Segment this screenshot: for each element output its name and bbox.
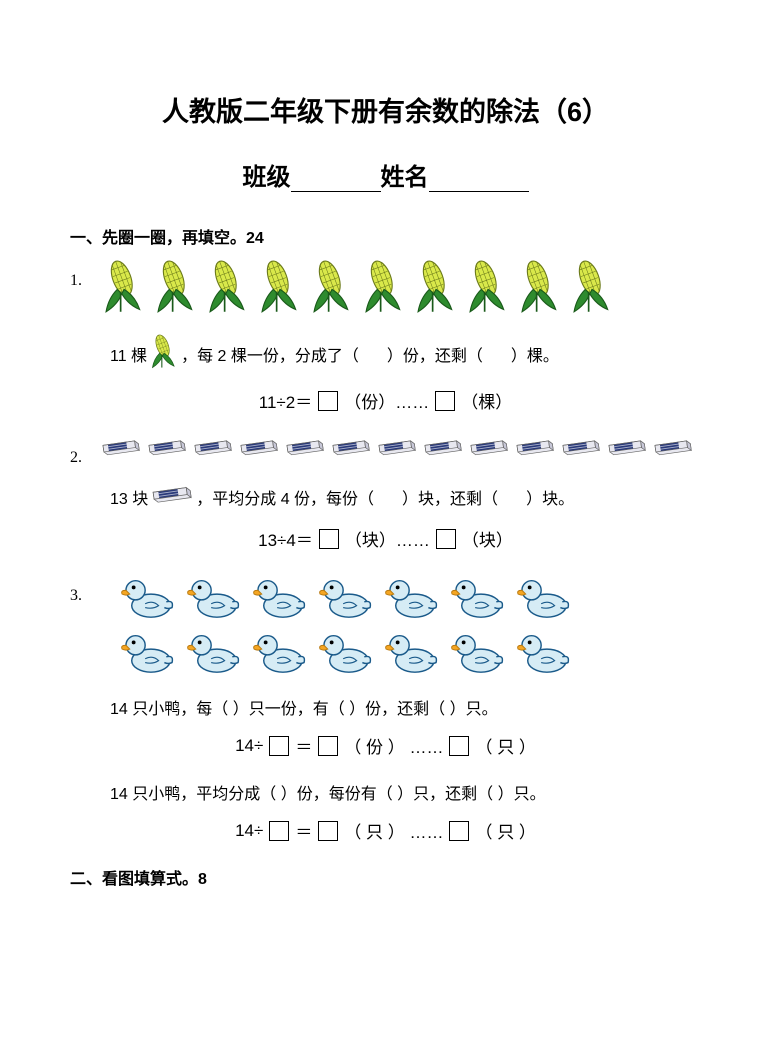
duck-icon <box>450 573 508 626</box>
duck-icon <box>318 573 376 626</box>
q3-eq1-a: 14÷ <box>235 736 263 756</box>
q3-eq2-c: （ 只 ） …… <box>344 818 443 843</box>
corn-icon <box>308 258 356 319</box>
q2-equation: 13÷4＝ （块）…… （块） <box>70 526 701 551</box>
q1-corn-row <box>100 258 616 319</box>
corn-icon <box>464 258 512 319</box>
q3-eq1-d: （ 只 ） <box>475 733 535 758</box>
corn-icon <box>412 258 460 319</box>
q1-eq-a: 11÷2＝ <box>259 388 312 413</box>
eraser-icon <box>606 435 648 464</box>
duck-icon <box>516 573 574 626</box>
eraser-icon <box>150 481 194 512</box>
q3-eq1-b: ＝ <box>295 733 312 758</box>
q1-text-d: ）棵。 <box>511 342 559 366</box>
q1-text-c: ）份，还剩（ <box>387 342 483 366</box>
q3-eq2-d: （ 只 ） <box>475 818 535 843</box>
eraser-icon <box>652 435 694 464</box>
corn-icon <box>149 333 179 374</box>
q2-eq-b: （块）…… <box>345 526 430 551</box>
class-name-line: 班级 姓名 <box>70 157 701 192</box>
duck-row-2 <box>120 628 574 681</box>
q2-eq-a: 13÷4＝ <box>258 526 313 551</box>
duck-icon <box>120 573 178 626</box>
label-class: 班级 <box>243 164 291 191</box>
duck-icon <box>384 628 442 681</box>
eraser-icon <box>468 435 510 464</box>
answer-box[interactable] <box>318 821 338 841</box>
corn-icon <box>152 258 200 319</box>
eraser-icon <box>238 435 280 464</box>
q2-text-a: 13 块 <box>110 485 148 509</box>
label-name: 姓名 <box>381 164 429 191</box>
duck-icon <box>186 628 244 681</box>
duck-icon <box>120 628 178 681</box>
q3-equation-2: 14÷ ＝ （ 只 ） …… （ 只 ） <box>70 818 701 843</box>
q2-eq-c: （块） <box>462 526 513 551</box>
q3-eq2-a: 14÷ <box>235 821 263 841</box>
answer-box[interactable] <box>269 821 289 841</box>
q2-text-b: ，平均分成 4 份，每份（ <box>196 485 374 509</box>
q1-eq-c: （棵） <box>461 388 512 413</box>
q3-eq2-b: ＝ <box>295 818 312 843</box>
section-1-heading: 一、先圈一圈，再填空。24 <box>70 224 701 248</box>
q3-text-2: 14 只小鸭，平均分成（ ）份，每份有（ ）只，还剩（ ）只。 <box>110 780 701 804</box>
duck-icon <box>450 628 508 681</box>
answer-box[interactable] <box>318 391 338 411</box>
corn-icon <box>256 258 304 319</box>
eraser-icon <box>192 435 234 464</box>
q2-text-d: ）块。 <box>526 485 574 509</box>
answer-box[interactable] <box>269 736 289 756</box>
q1-equation: 11÷2＝ （份）…… （棵） <box>70 388 701 413</box>
q1-text-a: 11 棵 <box>110 342 147 366</box>
q1-eq-b: （份）…… <box>344 388 429 413</box>
eraser-icon <box>514 435 556 464</box>
eraser-icon <box>376 435 418 464</box>
eraser-icon <box>284 435 326 464</box>
q1-text-b: ，每 2 棵一份，分成了（ <box>181 342 359 366</box>
duck-icon <box>186 573 244 626</box>
corn-icon <box>516 258 564 319</box>
answer-box[interactable] <box>449 736 469 756</box>
question-1: 1. <box>70 258 701 319</box>
corn-icon <box>360 258 408 319</box>
answer-box[interactable] <box>436 529 456 549</box>
corn-icon <box>568 258 616 319</box>
q1-text: 11 棵 ，每 2 棵一份，分成了（ ）份，还剩（ ）棵。 <box>110 333 701 374</box>
eraser-icon <box>146 435 188 464</box>
duck-icon <box>252 573 310 626</box>
q3-equation-1: 14÷ ＝ （ 份 ） …… （ 只 ） <box>70 733 701 758</box>
q3-duck-grid <box>100 573 574 681</box>
q1-number: 1. <box>70 258 100 290</box>
duck-icon <box>516 628 574 681</box>
answer-box[interactable] <box>319 529 339 549</box>
eraser-icon <box>422 435 464 464</box>
section-2-heading: 二、看图填算式。8 <box>70 865 701 889</box>
q2-eraser-row <box>100 435 694 464</box>
answer-box[interactable] <box>435 391 455 411</box>
q3-eq1-c: （ 份 ） …… <box>344 733 443 758</box>
name-blank[interactable] <box>429 163 529 192</box>
duck-icon <box>384 573 442 626</box>
duck-row-1 <box>120 573 574 626</box>
corn-icon <box>100 258 148 319</box>
q3-text-1: 14 只小鸭，每（ ）只一份，有（ ）份，还剩（ ）只。 <box>110 695 701 719</box>
q2-text: 13 块 ，平均分成 4 份，每份（ ）块，还剩（ ）块。 <box>110 481 701 512</box>
answer-box[interactable] <box>449 821 469 841</box>
question-3: 3. <box>70 573 701 681</box>
answer-box[interactable] <box>318 736 338 756</box>
eraser-icon <box>330 435 372 464</box>
q2-number: 2. <box>70 435 100 467</box>
page-title: 人教版二年级下册有余数的除法（6） <box>70 90 701 129</box>
duck-icon <box>252 628 310 681</box>
eraser-icon <box>560 435 602 464</box>
eraser-icon <box>100 435 142 464</box>
question-2: 2. <box>70 435 701 467</box>
corn-icon <box>204 258 252 319</box>
q3-number: 3. <box>70 573 100 605</box>
worksheet-page: 人教版二年级下册有余数的除法（6） 班级 姓名 一、先圈一圈，再填空。24 1. <box>0 0 771 1051</box>
duck-icon <box>318 628 376 681</box>
class-blank[interactable] <box>291 163 381 192</box>
q2-text-c: ）块，还剩（ <box>402 485 498 509</box>
